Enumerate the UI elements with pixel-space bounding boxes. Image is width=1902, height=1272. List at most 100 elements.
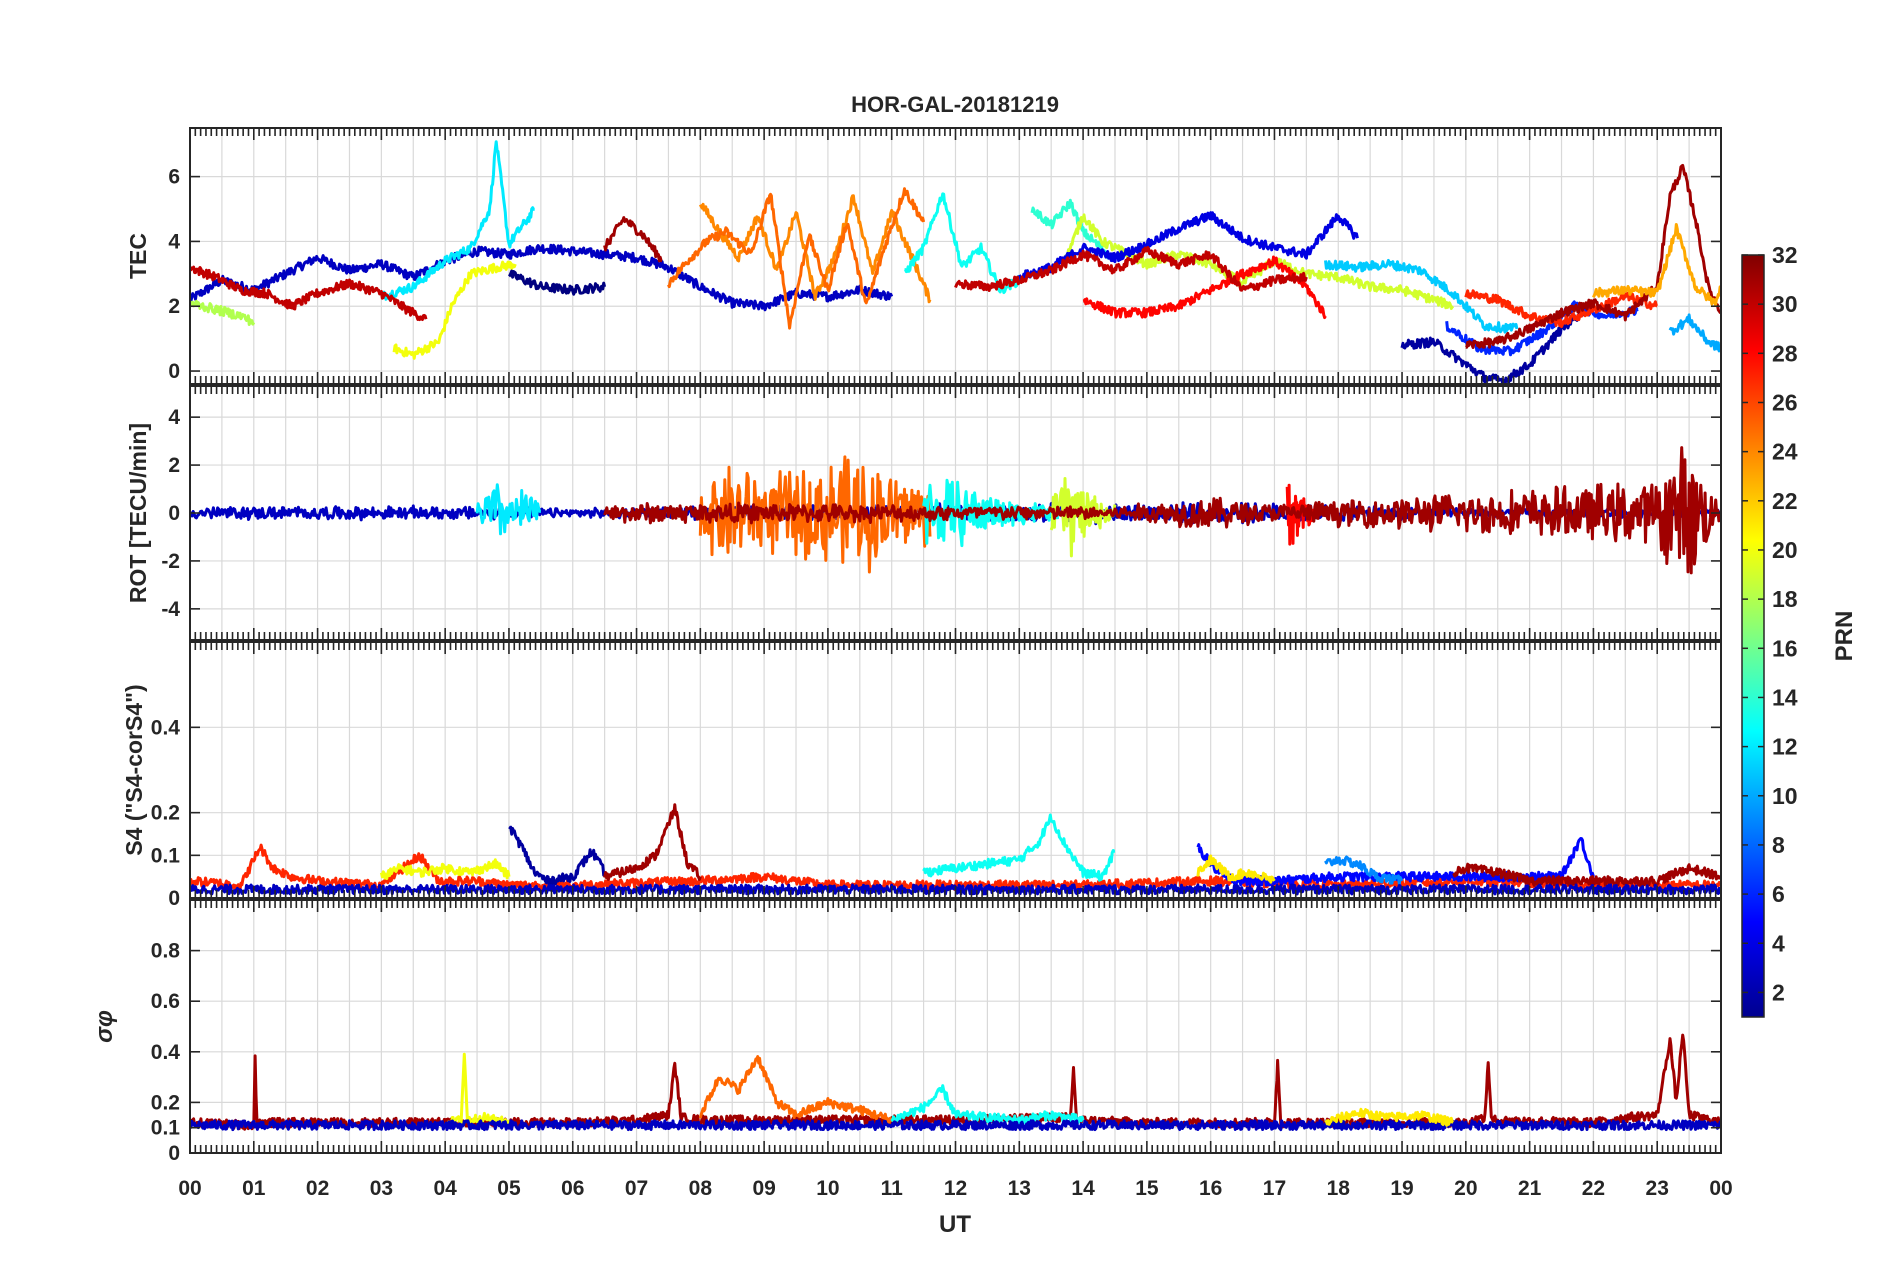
y-tick-label: 0 [168,502,180,525]
series-line-prn-12 [380,140,536,301]
y-tick-label: 4 [168,406,180,429]
series-line-prn-20 [392,260,517,360]
colorbar-tick-label: 26 [1772,389,1798,415]
y-axis-label: σφ [91,1010,118,1043]
panel-3: 0 0.1 0.2 0.4S4 ("S4-corS4") [121,641,1722,910]
x-tick-label: 18 [1327,1177,1351,1200]
series-line-prn-31 [1452,862,1721,887]
y-axis-label: ROT [TECU/min] [125,423,151,603]
panel-4: 00.1 0.2 0.4 0.6 0.8 σφ [91,899,1722,1165]
x-tick-label: 16 [1199,1177,1222,1200]
y-tick-label: 0.4 [151,1041,181,1064]
series-line-prn-13 [922,813,1116,882]
series-line-prn-9 [1324,855,1404,886]
colorbar-tick-label: 20 [1772,537,1798,563]
y-tick-label: 2 [168,454,180,477]
y-tick-label: 0.2 [151,1091,180,1114]
colorbar-tick-label: 2 [1772,979,1785,1005]
colorbar-tick-label: 8 [1772,832,1785,858]
series-line-prn-14 [1030,198,1111,260]
colorbar-label: PRN [1831,611,1858,662]
x-tick-label: 20 [1454,1177,1477,1200]
series-line-prn-12 [475,483,542,536]
x-tick-label: 07 [625,1177,648,1200]
colorbar-tick-label: 24 [1772,439,1798,465]
y-tick-label: 0.8 [151,940,181,963]
colorbar-tick-label: 4 [1772,930,1785,956]
series-line-prn-3 [190,1119,1721,1132]
colorbar-tick-label: 22 [1772,488,1798,514]
colorbar-tick-label: 28 [1772,340,1798,366]
y-tick-label: 0.1 [151,844,181,867]
x-tick-label: 05 [497,1177,521,1200]
x-tick-labels: 00 01 02 03 04 05 06 07 08 09 10 11 12 13 14 15 16 17 18 19… [178,1177,1732,1200]
chart-title: HOR-GAL-20181219 [851,92,1059,117]
colorbar-tick-label: 16 [1772,635,1798,661]
x-tick-label: 23 [1646,1177,1669,1200]
panel-2: -4 -2 0 2 4 ROT [TECU/min] [125,385,1722,641]
y-tick-label: 6 [168,166,180,189]
series-line-prn-20 [379,858,511,881]
y-ticks: 00.1 0.2 0.4 0.6 0.8 [151,940,1721,1165]
series-line-prn-23 [1592,223,1721,307]
x-tick-label: 11 [881,1177,904,1200]
y-tick-label: -2 [161,550,180,573]
y-tick-label: 4 [168,230,180,253]
series-line-prn-4 [1017,211,1359,282]
series-line-prn-30 [190,265,428,322]
series-line-prn-18 [190,299,256,326]
x-tick-label: 22 [1582,1177,1605,1200]
series-line-prn-21 [1324,1107,1454,1127]
x-tick-label: 10 [816,1177,839,1200]
colorbar-tick-label: 12 [1772,734,1798,760]
series-group [190,140,1721,384]
colorbar-tick-label: 14 [1772,684,1798,710]
colorbar-tick-label: 32 [1772,242,1798,268]
series-line-prn-25 [698,1055,893,1126]
x-tick-label: 04 [433,1177,457,1200]
y-tick-label: 0.1 [151,1117,181,1140]
x-tick-label: 15 [1135,1177,1159,1200]
series-line-prn-11 [1324,258,1519,334]
x-tick-label: 14 [1071,1177,1095,1200]
series-group [190,1033,1721,1132]
x-tick-label: 09 [752,1177,775,1200]
series-line-prn-31 [1465,163,1721,349]
series-line-prn-24 [698,194,932,304]
x-tick-label: 21 [1518,1177,1542,1200]
y-tick-label: 0 [168,360,180,383]
series-line-prn-31 [603,216,663,263]
y-axis-label: TEC [125,233,151,279]
series-line-prn-1 [507,269,607,296]
series-line-prn-21 [1196,854,1276,884]
series-group [190,446,1721,575]
y-tick-label: -4 [161,598,180,621]
series-line-prn-25 [667,187,926,330]
colorbar-tick-label: 6 [1772,881,1785,907]
x-tick-label: 02 [306,1177,329,1200]
x-ticks [189,900,1722,1153]
y-tick-label: 0 [168,1142,180,1165]
series-line-prn-10 [1668,313,1721,353]
y-tick-label: 0 [168,887,180,910]
x-tick-label: 17 [1263,1177,1286,1200]
x-tick-label: 12 [944,1177,967,1200]
x-ticks [189,642,1722,898]
y-tick-label: 0.2 [151,802,180,825]
x-tick-label: 03 [370,1177,393,1200]
x-tick-label: 00 [1709,1177,1732,1200]
x-tick-label: 13 [1008,1177,1031,1200]
y-ticks: 0 2 4 6 [168,166,1721,383]
colorbar-tick-label: 10 [1772,783,1798,809]
x-tick-label: 01 [242,1177,266,1200]
series-line-prn-27 [1464,289,1658,329]
x-ticks [189,386,1722,640]
y-tick-label: 0.6 [151,990,180,1013]
colorbar-gradient [1741,254,1765,1018]
series-line-prn-31 [603,446,1721,575]
series-line-prn-2 [508,825,607,887]
